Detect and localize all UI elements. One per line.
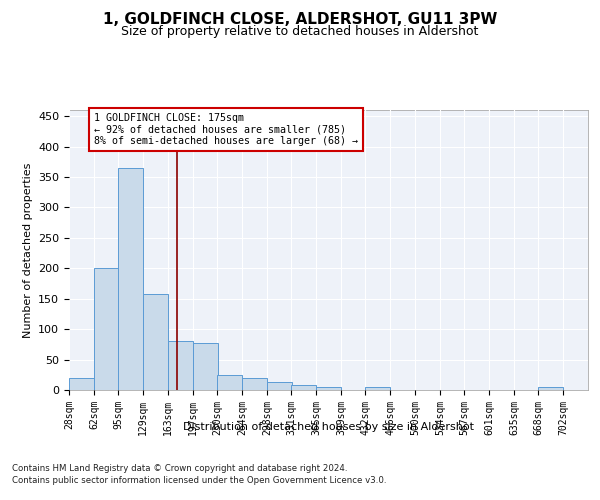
Bar: [168, 342, 193, 390]
Text: Contains HM Land Registry data © Crown copyright and database right 2024.: Contains HM Land Registry data © Crown c…: [12, 464, 347, 473]
Text: 1, GOLDFINCH CLOSE, ALDERSHOT, GU11 3PW: 1, GOLDFINCH CLOSE, ALDERSHOT, GU11 3PW: [103, 12, 497, 28]
Bar: [291, 385, 316, 390]
Text: 1 GOLDFINCH CLOSE: 175sqm
← 92% of detached houses are smaller (785)
8% of semi-: 1 GOLDFINCH CLOSE: 175sqm ← 92% of detac…: [94, 113, 358, 146]
Bar: [365, 387, 390, 390]
Bar: [242, 378, 267, 390]
Bar: [143, 294, 168, 390]
Bar: [94, 268, 119, 390]
Text: Distribution of detached houses by size in Aldershot: Distribution of detached houses by size …: [184, 422, 475, 432]
Bar: [217, 375, 242, 390]
Bar: [193, 342, 218, 390]
Bar: [69, 378, 94, 390]
Text: Contains public sector information licensed under the Open Government Licence v3: Contains public sector information licen…: [12, 476, 386, 485]
Y-axis label: Number of detached properties: Number of detached properties: [23, 162, 32, 338]
Bar: [538, 387, 563, 390]
Bar: [316, 387, 341, 390]
Bar: [267, 382, 292, 390]
Bar: [118, 168, 143, 390]
Text: Size of property relative to detached houses in Aldershot: Size of property relative to detached ho…: [121, 25, 479, 38]
